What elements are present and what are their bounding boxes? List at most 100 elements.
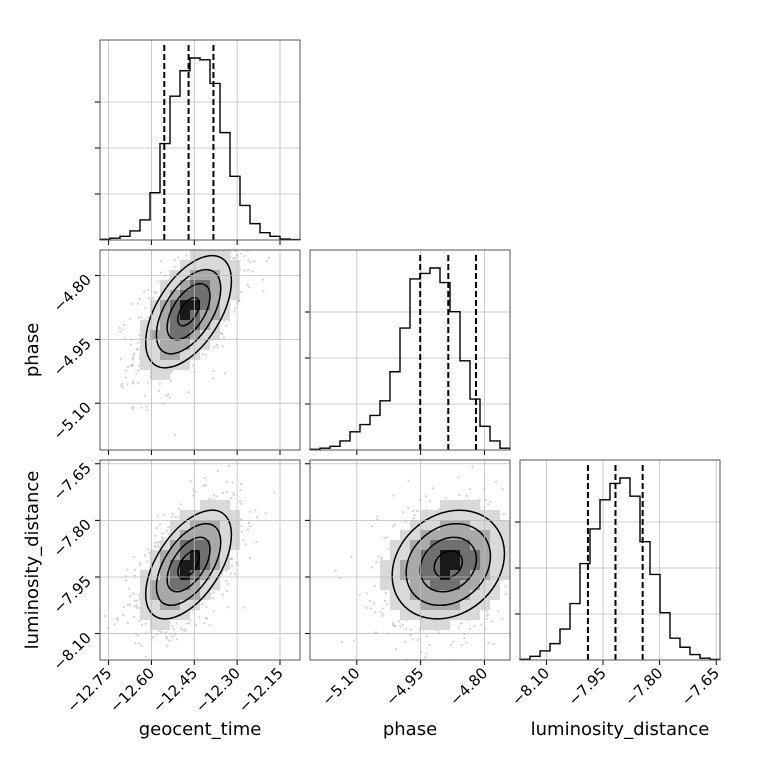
joint-geocent_time-luminosity_distance-density-cell bbox=[140, 580, 150, 590]
joint-geocent_time-luminosity_distance-point bbox=[122, 614, 124, 616]
joint-geocent_time-luminosity_distance-point bbox=[227, 583, 229, 585]
joint-geocent_time-phase-point bbox=[202, 353, 204, 355]
joint-phase-luminosity_distance-density-cell bbox=[450, 560, 460, 570]
joint-geocent_time-phase-point bbox=[226, 240, 228, 242]
joint-geocent_time-luminosity_distance-density-cell bbox=[220, 500, 230, 510]
hist-geocent_time-frame bbox=[100, 40, 300, 240]
joint-geocent_time-phase-point bbox=[242, 225, 244, 227]
joint-geocent_time-phase-point bbox=[247, 259, 249, 261]
joint-phase-luminosity_distance-point bbox=[460, 622, 462, 624]
joint-phase-luminosity_distance-point bbox=[416, 510, 418, 512]
joint-geocent_time-phase-density-cell bbox=[140, 330, 150, 340]
joint-geocent_time-phase-density-cell bbox=[180, 310, 190, 320]
joint-phase-luminosity_distance-density-cell bbox=[450, 530, 460, 540]
joint-geocent_time-phase-point bbox=[166, 395, 168, 397]
joint-geocent_time-phase-density-cell bbox=[210, 290, 220, 300]
joint-phase-luminosity_distance-point bbox=[494, 458, 496, 460]
x-tick-label: −12.75 bbox=[63, 664, 115, 716]
joint-phase-luminosity_distance-point bbox=[432, 487, 434, 489]
joint-geocent_time-phase-point bbox=[155, 292, 157, 294]
joint-phase-luminosity_distance-point bbox=[350, 556, 352, 558]
y-axis-label-phase: phase bbox=[22, 323, 43, 377]
joint-geocent_time-phase-density-cell bbox=[200, 260, 210, 270]
joint-phase-luminosity_distance-point bbox=[445, 497, 447, 499]
joint-phase-luminosity_distance-point bbox=[385, 592, 387, 594]
joint-geocent_time-phase-point bbox=[130, 344, 132, 346]
joint-geocent_time-luminosity_distance-point bbox=[176, 638, 178, 640]
joint-geocent_time-luminosity_distance-point bbox=[247, 529, 249, 531]
joint-geocent_time-phase-point bbox=[123, 324, 125, 326]
joint-phase-luminosity_distance-density-cell bbox=[490, 540, 500, 550]
joint-phase-luminosity_distance-point bbox=[539, 535, 541, 537]
joint-phase-luminosity_distance-point bbox=[529, 573, 531, 575]
joint-phase-luminosity_distance-density-cell bbox=[440, 500, 450, 510]
joint-phase-luminosity_distance-point bbox=[554, 537, 556, 539]
joint-geocent_time-luminosity_distance-point bbox=[129, 604, 131, 606]
joint-geocent_time-luminosity_distance-point bbox=[203, 622, 205, 624]
joint-geocent_time-phase-point bbox=[157, 281, 159, 283]
joint-geocent_time-luminosity_distance-point bbox=[230, 558, 232, 560]
joint-phase-luminosity_distance-point bbox=[471, 466, 473, 468]
joint-geocent_time-luminosity_distance-point bbox=[256, 516, 258, 518]
joint-geocent_time-luminosity_distance-point bbox=[159, 523, 161, 525]
joint-phase-luminosity_distance-point bbox=[515, 570, 517, 572]
joint-geocent_time-phase-point bbox=[231, 243, 233, 245]
joint-geocent_time-luminosity_distance-point bbox=[125, 579, 127, 581]
joint-phase-luminosity_distance-point bbox=[516, 572, 518, 574]
joint-geocent_time-luminosity_distance-point bbox=[232, 481, 234, 483]
joint-geocent_time-phase-point bbox=[207, 232, 209, 234]
joint-geocent_time-luminosity_distance-point bbox=[226, 481, 228, 483]
joint-geocent_time-luminosity_distance-density-cell bbox=[210, 500, 220, 510]
joint-geocent_time-luminosity_distance-point bbox=[249, 525, 251, 527]
joint-phase-luminosity_distance-point bbox=[469, 488, 471, 490]
joint-geocent_time-phase-point bbox=[247, 284, 249, 286]
joint-geocent_time-luminosity_distance-point bbox=[167, 526, 169, 528]
joint-phase-luminosity_distance-density-cell bbox=[410, 560, 420, 570]
hist-luminosity_distance-step-line bbox=[520, 478, 720, 660]
joint-geocent_time-phase-point bbox=[137, 382, 139, 384]
joint-geocent_time-phase-point bbox=[247, 269, 249, 271]
joint-phase-luminosity_distance-density-cell bbox=[470, 580, 480, 590]
joint-phase-luminosity_distance-point bbox=[370, 608, 372, 610]
joint-geocent_time-phase-point bbox=[143, 291, 145, 293]
joint-geocent_time-luminosity_distance-point bbox=[152, 636, 154, 638]
joint-phase-luminosity_distance-point bbox=[399, 625, 401, 627]
x-axis-label-geocent-time: geocent_time bbox=[139, 719, 262, 740]
x-tick-label: −4.95 bbox=[382, 664, 427, 709]
joint-phase-luminosity_distance-point bbox=[533, 508, 535, 510]
joint-geocent_time-phase-point bbox=[144, 395, 146, 397]
joint-phase-luminosity_distance-point bbox=[461, 644, 463, 646]
joint-geocent_time-phase-point bbox=[224, 216, 226, 218]
joint-phase-luminosity_distance-density-cell bbox=[420, 620, 430, 630]
joint-phase-luminosity_distance-density-cell bbox=[460, 600, 470, 610]
joint-geocent_time-luminosity_distance-point bbox=[192, 495, 194, 497]
joint-geocent_time-phase-point bbox=[129, 318, 131, 320]
joint-geocent_time-luminosity_distance-point bbox=[239, 500, 241, 502]
joint-geocent_time-luminosity_distance-point bbox=[176, 622, 178, 624]
joint-geocent_time-luminosity_distance-point bbox=[165, 631, 167, 633]
joint-geocent_time-luminosity_distance-point bbox=[226, 491, 228, 493]
joint-phase-luminosity_distance-point bbox=[392, 525, 394, 527]
joint-phase-luminosity_distance-point bbox=[428, 644, 430, 646]
joint-geocent_time-luminosity_distance-point bbox=[166, 530, 168, 532]
joint-geocent_time-luminosity_distance-point bbox=[144, 554, 146, 556]
joint-geocent_time-luminosity_distance-density-cell bbox=[160, 590, 170, 600]
joint-geocent_time-phase-point bbox=[215, 240, 217, 242]
x-tick-label: −12.45 bbox=[149, 664, 201, 716]
joint-geocent_time-phase-point bbox=[210, 228, 212, 230]
joint-phase-luminosity_distance-point bbox=[485, 499, 487, 501]
joint-geocent_time-phase-plot bbox=[79, 178, 270, 466]
joint-phase-luminosity_distance-point bbox=[522, 549, 524, 551]
joint-phase-luminosity_distance-point bbox=[376, 516, 378, 518]
joint-geocent_time-luminosity_distance-point bbox=[254, 509, 256, 511]
joint-geocent_time-phase-density-cell bbox=[160, 370, 170, 380]
joint-geocent_time-luminosity_distance-point bbox=[137, 635, 139, 637]
joint-geocent_time-luminosity_distance-point bbox=[255, 541, 257, 543]
joint-geocent_time-luminosity_distance-point bbox=[240, 503, 242, 505]
joint-phase-luminosity_distance-point bbox=[517, 488, 519, 490]
joint-phase-luminosity_distance-point bbox=[414, 514, 416, 516]
joint-geocent_time-phase-density-cell bbox=[210, 280, 220, 290]
joint-geocent_time-phase-point bbox=[170, 380, 172, 382]
joint-geocent_time-phase-point bbox=[146, 409, 148, 411]
